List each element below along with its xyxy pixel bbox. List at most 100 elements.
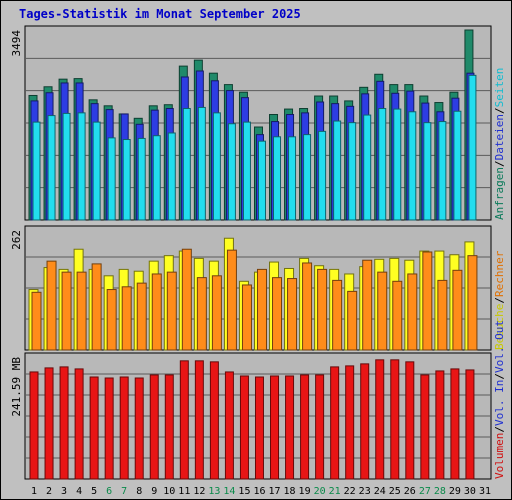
legend-entry-vol-out: Vol. Out xyxy=(493,320,506,373)
x-tick-day-14: 14 xyxy=(223,486,235,497)
bar-rechner-day-18 xyxy=(287,278,298,351)
bar-seiten-day-18 xyxy=(288,136,297,221)
bar-rechner-day-9 xyxy=(151,273,162,351)
legend-separator: / xyxy=(493,107,506,114)
bar-seiten-day-3 xyxy=(62,112,71,221)
bar-volumen-day-11 xyxy=(179,360,189,480)
bar-rechner-day-4 xyxy=(76,271,87,351)
bar-seiten-day-8 xyxy=(137,137,146,221)
x-tick-day-8: 8 xyxy=(136,486,142,497)
x-tick-day-25: 25 xyxy=(389,486,401,497)
x-tick-day-12: 12 xyxy=(193,486,205,497)
x-tick-day-18: 18 xyxy=(284,486,296,497)
bar-volumen-day-14 xyxy=(224,371,234,480)
bar-seiten-day-22 xyxy=(348,122,357,221)
bar-volumen-day-17 xyxy=(270,375,280,480)
legend-entry-volumen: Volumen xyxy=(493,433,506,479)
bar-volumen-day-1 xyxy=(29,371,39,480)
chart-panel-3: 241.59 MB Volumen/Vol. In/Vol. Out xyxy=(10,320,506,480)
bar-seiten-day-11 xyxy=(182,108,191,221)
bar-volumen-day-6 xyxy=(104,377,114,480)
bar-rechner-day-3 xyxy=(61,271,72,351)
bar-seiten-day-25 xyxy=(393,108,402,221)
bar-rechner-day-30 xyxy=(467,255,478,351)
bar-volumen-day-2 xyxy=(44,367,54,480)
bar-volumen-day-30 xyxy=(465,369,475,480)
bar-rechner-day-5 xyxy=(91,263,102,351)
x-tick-day-29: 29 xyxy=(449,486,461,497)
bar-seiten-day-19 xyxy=(303,134,312,221)
bar-seiten-day-14 xyxy=(227,123,236,221)
bar-rechner-day-12 xyxy=(196,277,207,351)
chart-panel-2: 262 Besuche/Rechner xyxy=(10,225,506,351)
bar-volumen-day-21 xyxy=(330,366,340,480)
legend-entry-anfragen: Anfragen xyxy=(493,167,506,220)
bar-volumen-day-19 xyxy=(300,374,310,480)
bar-rechner-day-19 xyxy=(302,262,313,351)
bar-volumen-day-26 xyxy=(405,361,415,480)
legend-separator: / xyxy=(493,297,506,304)
bar-volumen-day-16 xyxy=(254,376,264,480)
x-tick-day-6: 6 xyxy=(106,486,112,497)
legend-entry-vol-in: Vol. In xyxy=(493,380,506,426)
y-axis-max-label: 262 xyxy=(10,230,23,250)
x-tick-day-24: 24 xyxy=(374,486,386,497)
bar-seiten-day-13 xyxy=(212,112,221,221)
bar-volumen-day-12 xyxy=(194,360,204,480)
series-legend: Anfragen/Dateien/Seiten xyxy=(493,68,506,220)
bar-volumen-day-13 xyxy=(209,361,219,480)
bar-seiten-day-16 xyxy=(257,140,266,221)
bar-rechner-day-21 xyxy=(332,279,343,351)
x-tick-day-20: 20 xyxy=(314,486,326,497)
bar-seiten-day-23 xyxy=(363,114,372,221)
y-axis-max-label: 3494 xyxy=(10,30,23,57)
bar-volumen-day-9 xyxy=(149,374,159,480)
legend-entry-dateien: Dateien xyxy=(493,114,506,160)
x-tick-day-9: 9 xyxy=(151,486,157,497)
x-tick-day-21: 21 xyxy=(329,486,341,497)
bar-volumen-day-20 xyxy=(315,374,325,480)
bar-rechner-day-22 xyxy=(347,290,358,351)
y-axis-max-label: 241.59 MB xyxy=(10,357,23,417)
x-tick-day-28: 28 xyxy=(434,486,446,497)
x-tick-day-1: 1 xyxy=(31,486,37,497)
bar-volumen-day-7 xyxy=(119,376,129,480)
bar-rechner-day-14 xyxy=(226,249,237,351)
bar-volumen-day-5 xyxy=(89,376,99,480)
bar-seiten-day-27 xyxy=(423,122,432,221)
x-axis-day-labels: 1 2 3 4 5 6 7 8 9 10 11 12 13 14 15 16 17 18 19 20 21 22 23 24 2… xyxy=(31,486,491,497)
x-tick-day-26: 26 xyxy=(404,486,416,497)
x-tick-day-17: 17 xyxy=(268,486,280,497)
x-tick-day-19: 19 xyxy=(299,486,311,497)
bar-seiten-day-24 xyxy=(378,108,387,221)
legend-separator: / xyxy=(493,160,506,167)
page-title: Tages-Statistik im Monat September 2025 xyxy=(19,7,301,21)
bar-seiten-day-15 xyxy=(242,121,251,221)
x-tick-day-16: 16 xyxy=(253,486,265,497)
bar-seiten-day-5 xyxy=(92,121,101,221)
bar-rechner-day-13 xyxy=(211,275,222,351)
bar-seiten-day-12 xyxy=(197,106,206,221)
bar-seiten-day-17 xyxy=(273,136,282,221)
chart-panel-1: 3494 Anfragen/Dateien/Seiten xyxy=(10,25,506,221)
bar-volumen-day-10 xyxy=(164,374,174,480)
bar-seiten-day-2 xyxy=(47,115,56,221)
bar-volumen-day-3 xyxy=(59,366,69,480)
bar-rechner-day-27 xyxy=(422,251,433,351)
bar-rechner-day-6 xyxy=(106,289,117,351)
series-legend: Besuche/Rechner xyxy=(493,250,506,350)
bar-rechner-day-29 xyxy=(452,269,463,351)
bar-seiten-day-28 xyxy=(438,121,447,221)
bar-volumen-day-4 xyxy=(74,368,84,480)
bar-volumen-day-29 xyxy=(450,368,460,480)
series-legend: Volumen/Vol. In/Vol. Out xyxy=(493,320,506,479)
bar-rechner-day-20 xyxy=(317,268,328,351)
bar-volumen-day-28 xyxy=(435,370,445,480)
x-tick-day-30: 30 xyxy=(464,486,476,497)
legend-entry-besuche: Besuche xyxy=(493,304,506,350)
bar-rechner-day-8 xyxy=(136,282,147,351)
bar-rechner-day-24 xyxy=(377,271,388,351)
x-tick-day-5: 5 xyxy=(91,486,97,497)
bar-rechner-day-10 xyxy=(166,271,177,351)
